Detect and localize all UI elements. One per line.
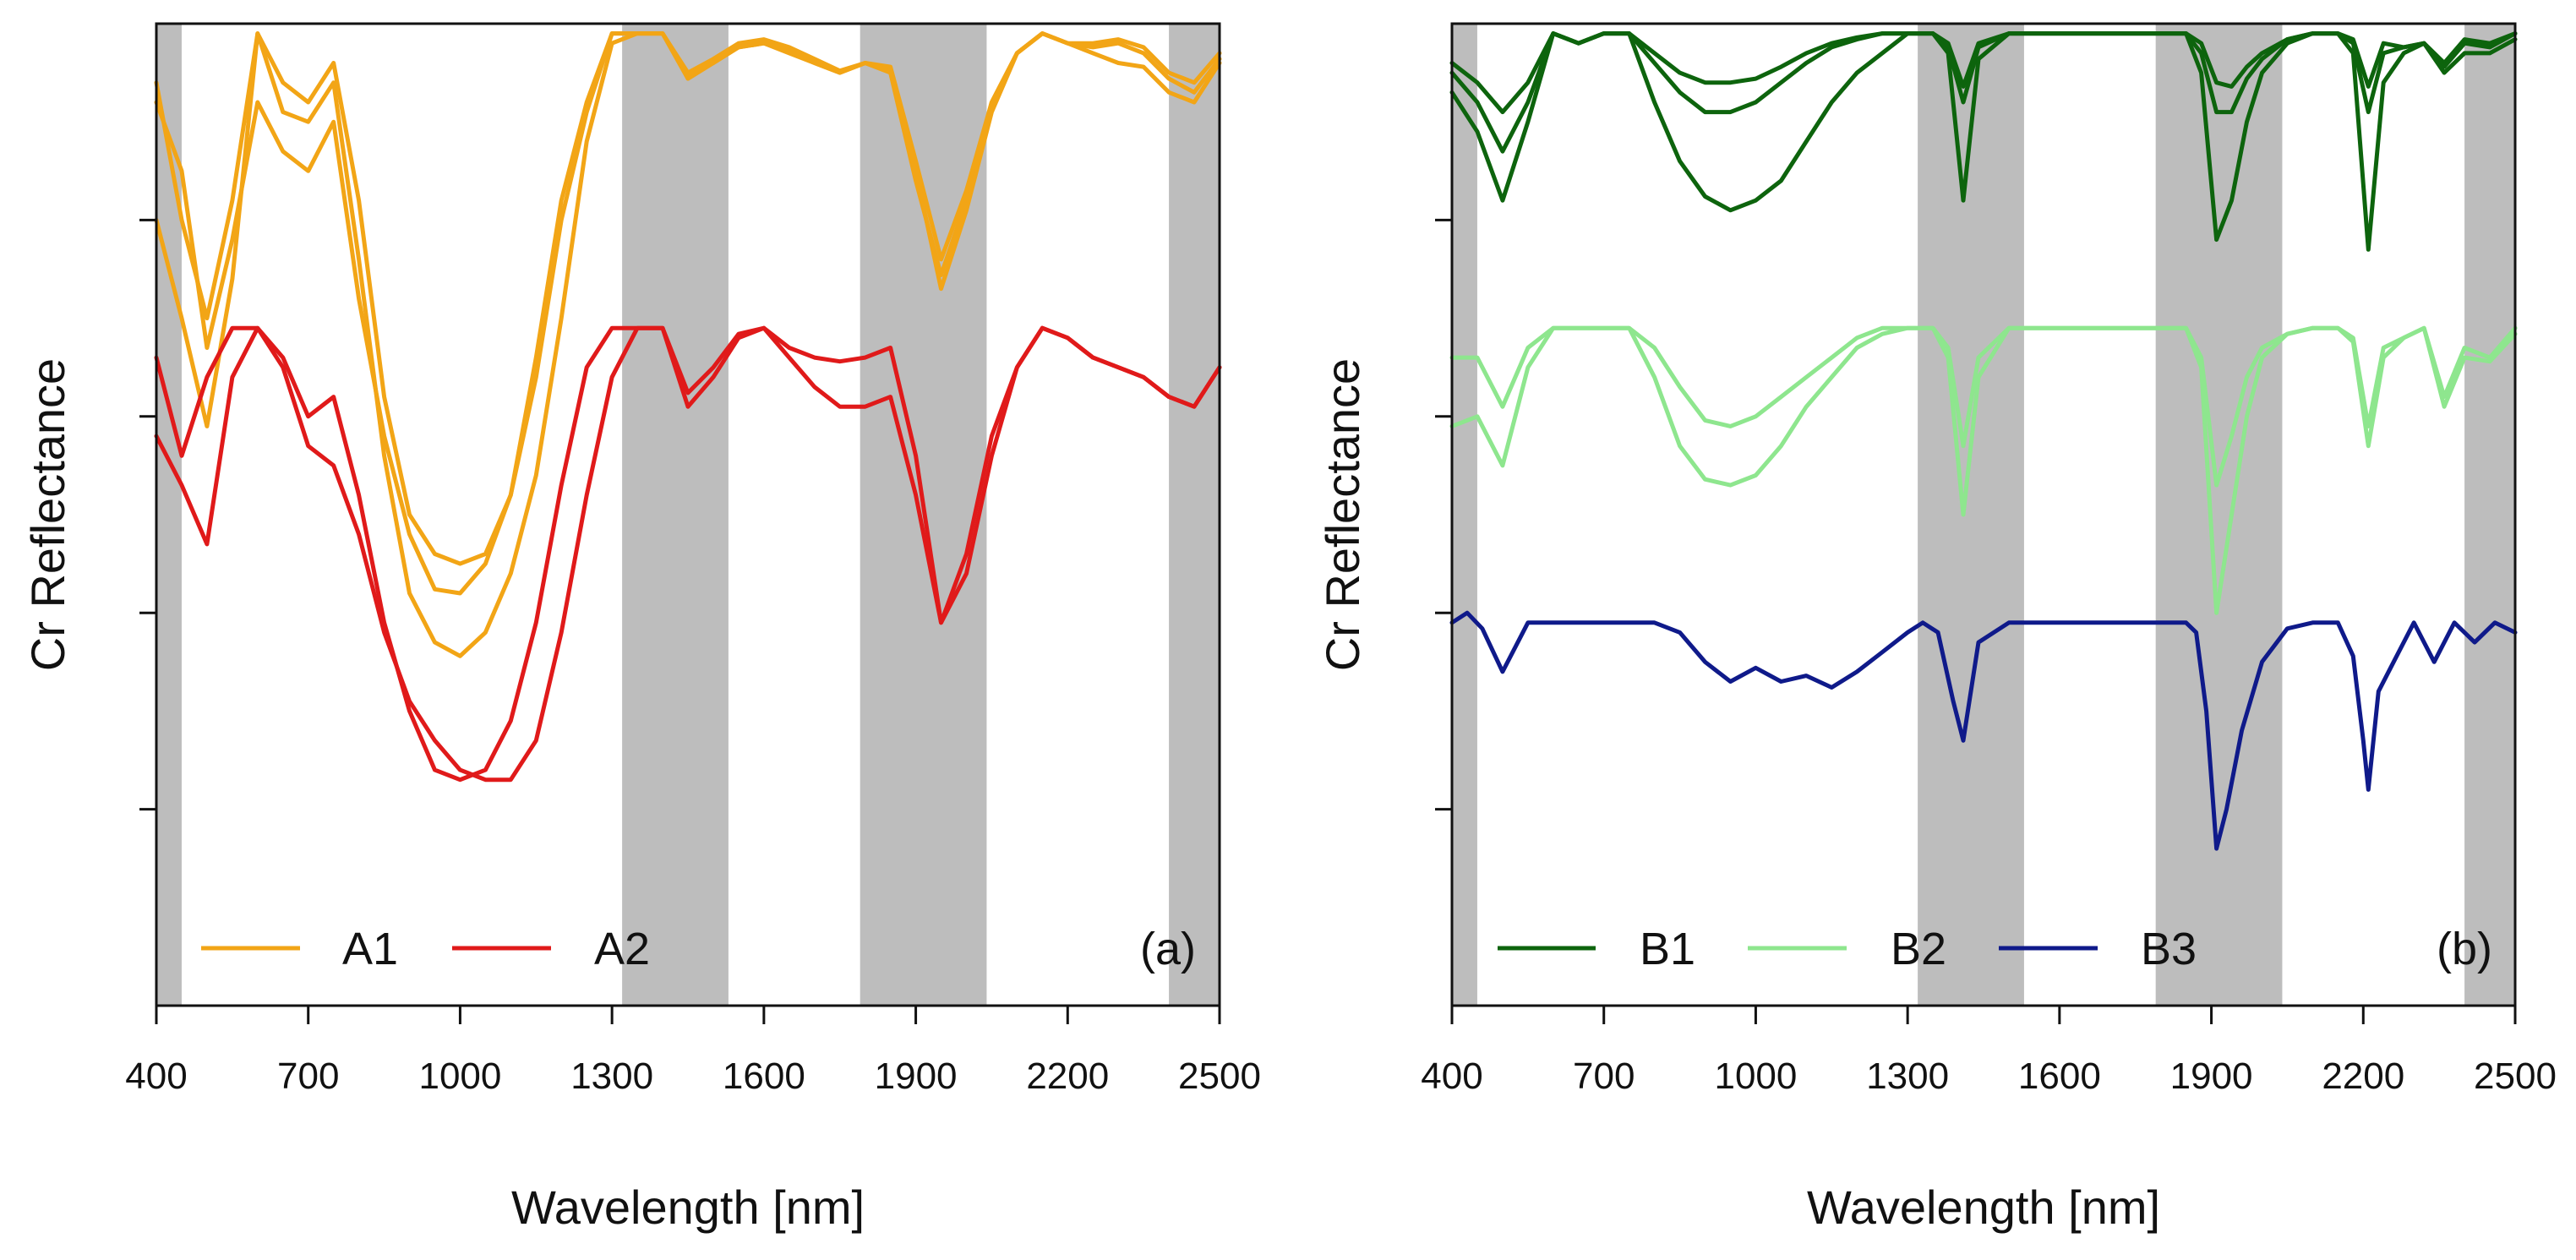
shaded-band-1	[622, 24, 729, 1006]
panel-b: 400 700 1000 1300 1600 1900 2200 2500 Wavelengt…	[1316, 22, 2557, 1234]
series-line-b1-2	[1449, 31, 2518, 252]
x-tick-label: 400	[125, 1055, 187, 1097]
x-tick-label: 1900	[2170, 1055, 2253, 1097]
panel-a: 400 700 1000 1300 1600 1900 2200 2500 Wavelengt…	[21, 22, 1261, 1234]
x-tick-label: 2200	[2322, 1055, 2404, 1097]
panel-a-label: (a)	[1140, 924, 1196, 974]
panel-b-xlabel: Wavelength [nm]	[1807, 1181, 2160, 1234]
series-line-b1-0	[1449, 31, 2518, 115]
panel-a-plot-frame	[155, 22, 1221, 1007]
x-tick-label: 1600	[2018, 1055, 2101, 1097]
series-line-b3-5	[1449, 610, 2518, 851]
legend-label-a1: A1	[342, 924, 398, 974]
legend-label-b1: B1	[1640, 924, 1695, 974]
panel-b-plot-frame	[1450, 22, 2517, 1007]
panel-a-ticks: 400 700 1000 1300 1600 1900 2200 2500	[125, 218, 1261, 1097]
shaded-band-3	[1169, 24, 1220, 1006]
panel-b-label: (b)	[2437, 924, 2492, 974]
series-line-b1-1	[1449, 31, 2518, 154]
panel-a-bands	[156, 24, 1220, 1006]
shaded-band-0	[156, 24, 182, 1006]
shaded-band-1	[1918, 24, 2024, 1006]
series-line-a2-4	[154, 325, 1222, 783]
shaded-band-2	[2155, 24, 2283, 1006]
x-tick-label: 400	[1421, 1055, 1482, 1097]
x-tick-label: 1300	[1866, 1055, 1949, 1097]
panel-b-ticks: 400 700 1000 1300 1600 1900 2200 2500	[1421, 218, 2557, 1097]
legend-label-b2: B2	[1891, 924, 1946, 974]
x-tick-label: 1300	[570, 1055, 653, 1097]
panel-b-ylabel: Cr Reflectance	[1316, 358, 1369, 671]
x-tick-label: 700	[277, 1055, 339, 1097]
series-line-a1-2	[154, 31, 1222, 658]
shaded-band-3	[2464, 24, 2515, 1006]
panel-b-bands	[1452, 24, 2515, 1006]
x-tick-label: 2200	[1026, 1055, 1109, 1097]
panel-a-series	[154, 31, 1222, 783]
panel-b-legend: B1 B2 B3	[1498, 924, 2197, 974]
panel-a-ylabel: Cr Reflectance	[21, 358, 74, 671]
series-line-b2-4	[1449, 325, 2518, 615]
panel-a-xlabel: Wavelength [nm]	[511, 1181, 865, 1234]
legend-label-a2: A2	[594, 924, 650, 974]
legend-label-b3: B3	[2141, 924, 2197, 974]
x-tick-label: 700	[1573, 1055, 1635, 1097]
x-tick-label: 1900	[875, 1055, 958, 1097]
shaded-band-0	[1452, 24, 1477, 1006]
x-tick-label: 2500	[1178, 1055, 1261, 1097]
x-tick-label: 1000	[418, 1055, 501, 1097]
panel-a-legend: A1 A2	[201, 924, 650, 974]
x-tick-label: 2500	[2474, 1055, 2557, 1097]
x-tick-label: 1000	[1714, 1055, 1797, 1097]
panel-b-series	[1449, 31, 2518, 851]
x-tick-label: 1600	[723, 1055, 805, 1097]
